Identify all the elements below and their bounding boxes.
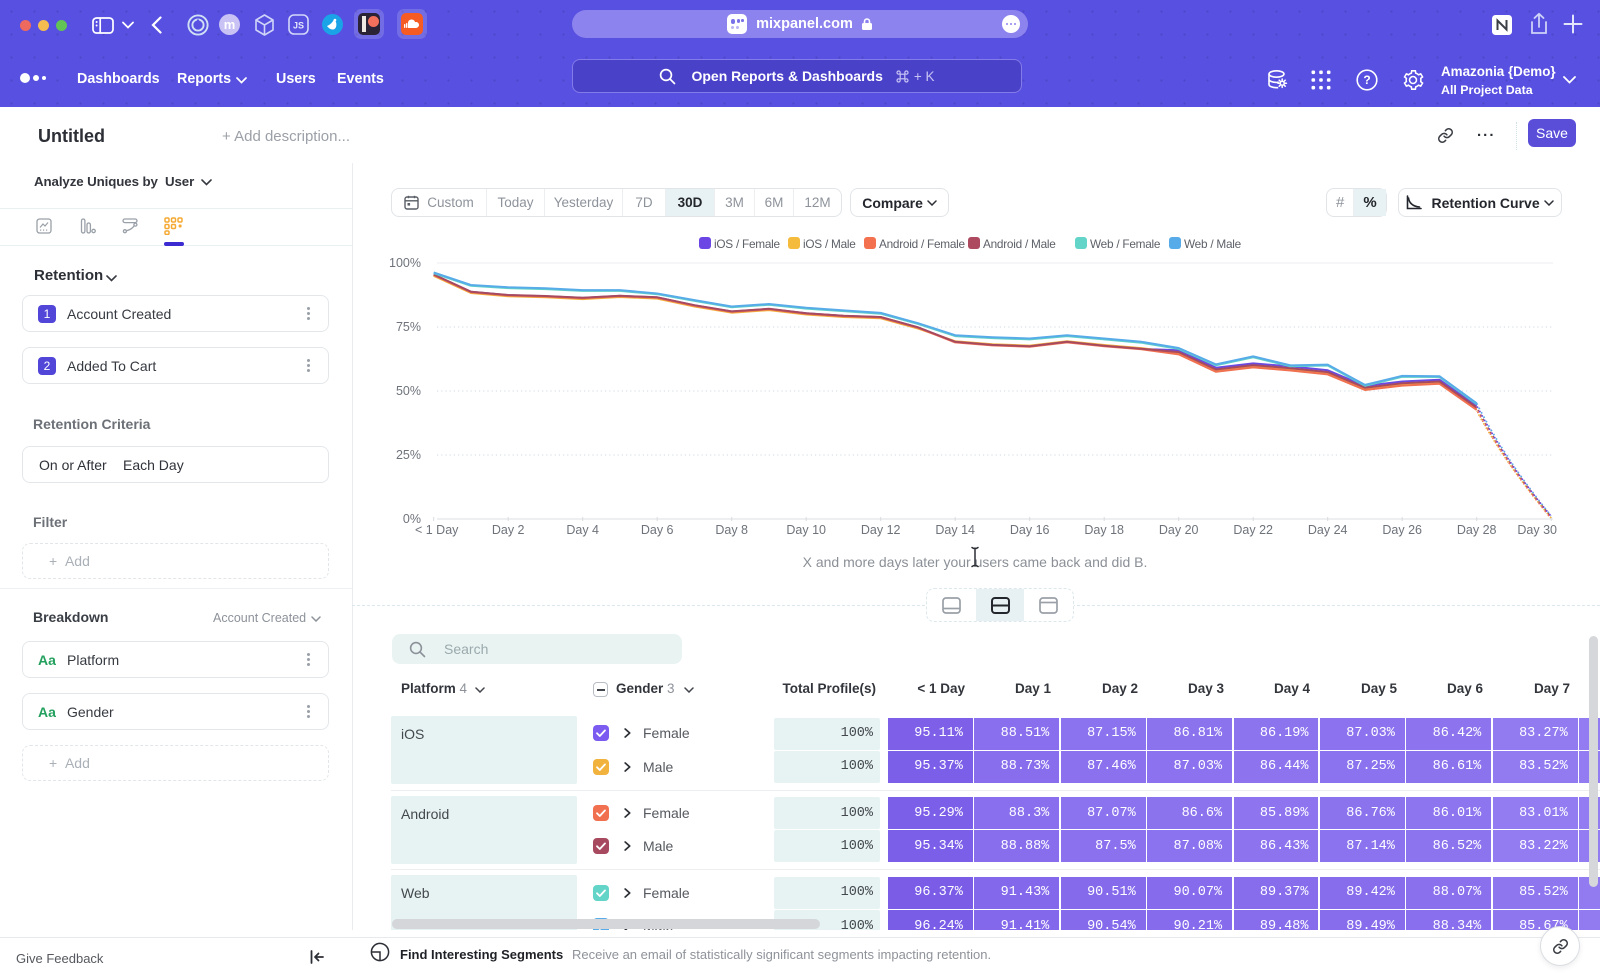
svg-text:Day 30: Day 30 (1517, 523, 1557, 537)
svg-text:Day 10: Day 10 (786, 523, 826, 537)
svg-text:75%: 75% (396, 320, 421, 334)
svg-text:Day 28: Day 28 (1457, 523, 1497, 537)
svg-text:Day 14: Day 14 (935, 523, 975, 537)
svg-text:100%: 100% (389, 256, 421, 270)
svg-text:50%: 50% (396, 384, 421, 398)
svg-text:JS: JS (293, 21, 304, 31)
svg-text:< 1 Day: < 1 Day (415, 523, 459, 537)
svg-text:Day 4: Day 4 (566, 523, 599, 537)
svg-text:?: ? (1363, 73, 1370, 87)
svg-text:Day 16: Day 16 (1010, 523, 1050, 537)
svg-text:Day 12: Day 12 (861, 523, 901, 537)
svg-text:0%: 0% (403, 512, 421, 526)
svg-text:Day 20: Day 20 (1159, 523, 1199, 537)
svg-text:25%: 25% (396, 448, 421, 462)
svg-text:Day 26: Day 26 (1382, 523, 1422, 537)
svg-text:Day 8: Day 8 (715, 523, 748, 537)
svg-text:Day 18: Day 18 (1084, 523, 1124, 537)
svg-text:Day 2: Day 2 (492, 523, 525, 537)
svg-text:Day 22: Day 22 (1233, 523, 1273, 537)
svg-text:Day 6: Day 6 (641, 523, 674, 537)
svg-text:Day 24: Day 24 (1308, 523, 1348, 537)
